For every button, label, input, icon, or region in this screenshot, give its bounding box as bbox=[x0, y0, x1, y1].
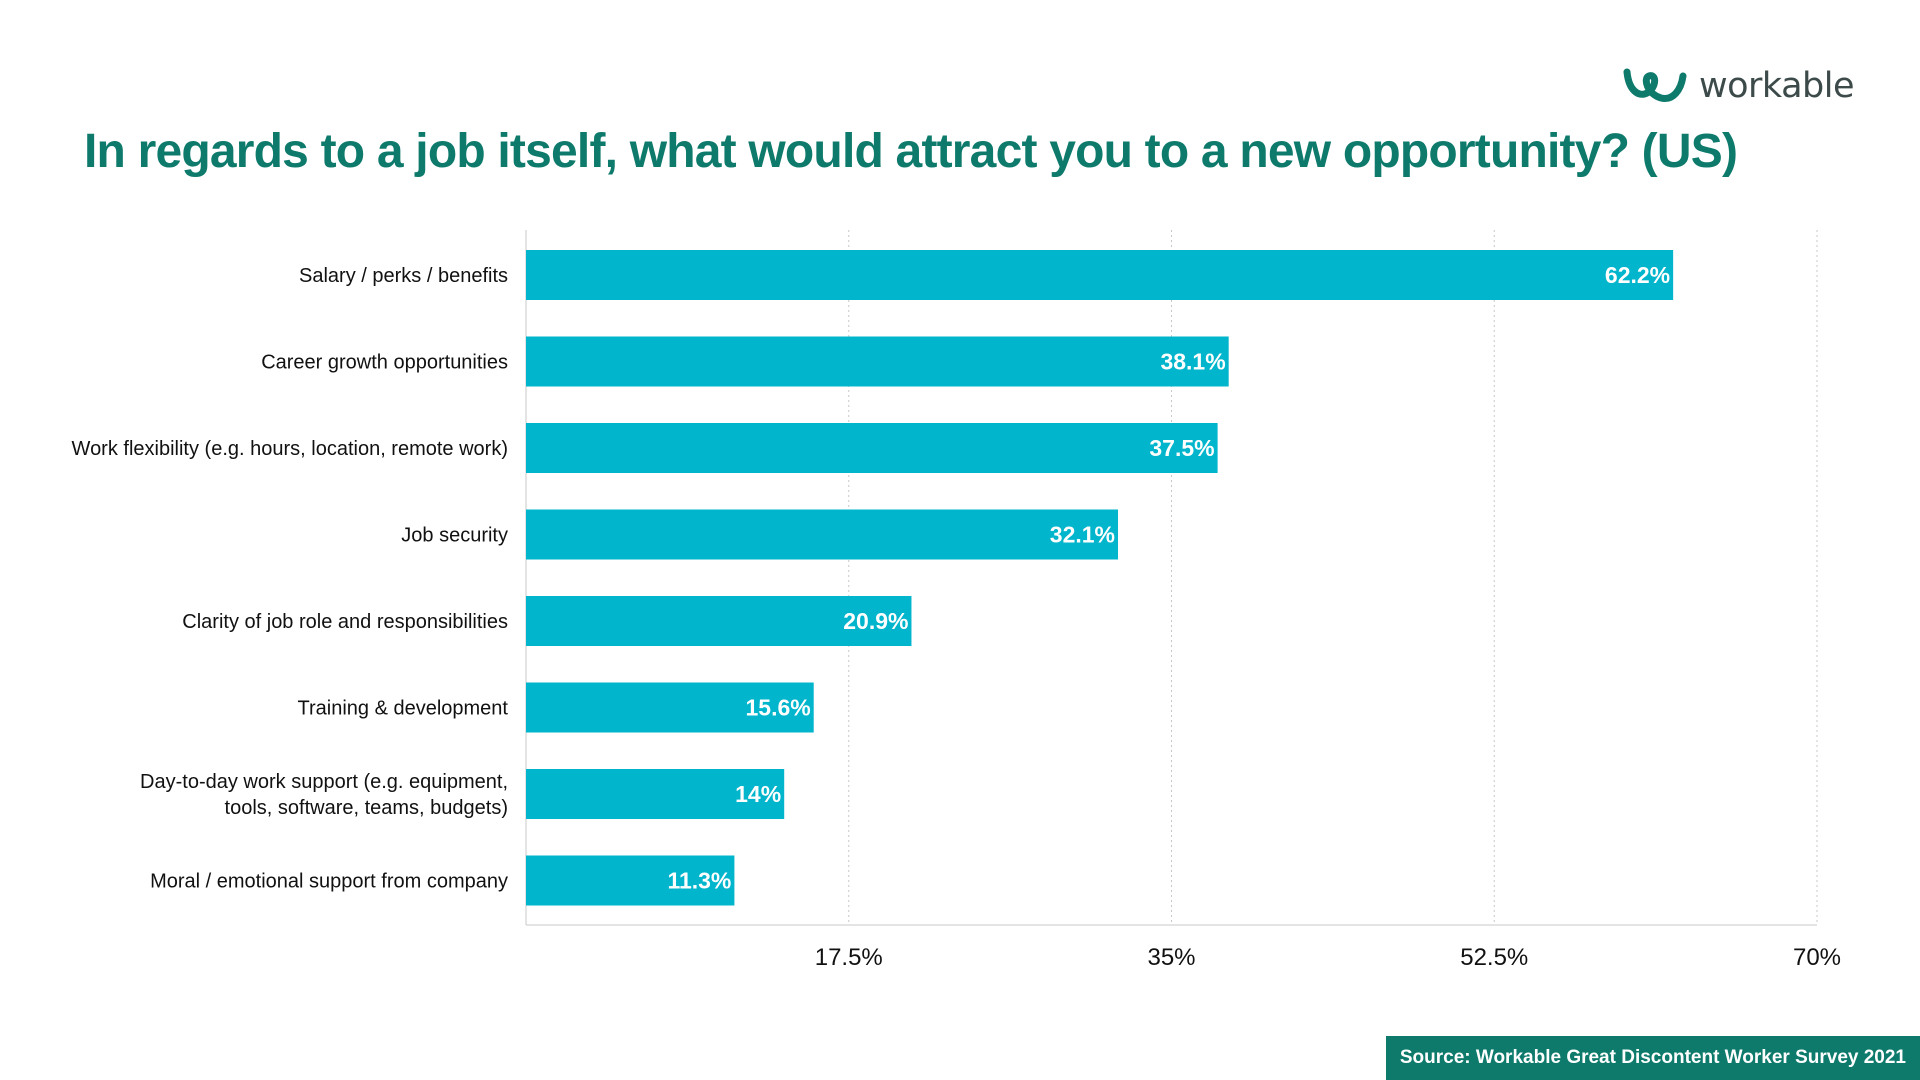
x-tick-label: 70% bbox=[1793, 944, 1841, 971]
chart-title: In regards to a job itself, what would a… bbox=[84, 125, 1738, 178]
category-label: Moral / emotional support from company bbox=[150, 871, 508, 893]
bar bbox=[526, 596, 912, 646]
bar-value-label: 11.3% bbox=[667, 868, 731, 894]
bar-value-label: 38.1% bbox=[1160, 349, 1225, 375]
bar bbox=[526, 423, 1218, 473]
category-label-line: Moral / emotional support from company bbox=[150, 871, 508, 893]
workable-logo: workable bbox=[1621, 64, 1855, 108]
category-label: Training & development bbox=[298, 698, 509, 720]
workable-logo-icon bbox=[1623, 68, 1687, 102]
category-label: Salary / perks / benefits bbox=[299, 265, 508, 287]
bar bbox=[526, 769, 785, 819]
category-label: Career growth opportunities bbox=[261, 352, 508, 374]
bar bbox=[526, 250, 1674, 300]
logo-text: workable bbox=[1698, 66, 1855, 106]
bar-value-label: 14% bbox=[735, 781, 781, 807]
ticks-layer: 17.5% 35% 52.5% 70% bbox=[815, 944, 1841, 971]
x-tick-label: 52.5% bbox=[1460, 944, 1528, 971]
category-label-line: Salary / perks / benefits bbox=[299, 265, 508, 287]
bar-value-label: 15.6% bbox=[745, 695, 810, 721]
category-label-line: Work flexibility (e.g. hours, location, … bbox=[72, 438, 508, 460]
category-label-line: tools, software, teams, budgets) bbox=[225, 797, 508, 819]
source-note: Source: Workable Great Discontent Worker… bbox=[1385, 1036, 1920, 1080]
x-tick-label: 17.5% bbox=[815, 944, 883, 971]
category-label-line: Job security bbox=[401, 525, 508, 547]
bar bbox=[526, 336, 1229, 387]
category-label-line: Clarity of job role and responsibilities bbox=[182, 611, 508, 633]
bar-value-label: 62.2% bbox=[1605, 262, 1670, 288]
labels-layer: 62.2% Salary / perks / benefits 38.1% Caree… bbox=[72, 262, 1671, 894]
category-label-line: Career growth opportunities bbox=[261, 352, 508, 374]
category-label-line: Day-to-day work support (e.g. equipment, bbox=[140, 771, 508, 793]
bar-value-label: 37.5% bbox=[1149, 435, 1214, 461]
bar-value-label: 20.9% bbox=[843, 608, 908, 634]
bars-layer bbox=[526, 250, 1674, 906]
x-tick-label: 35% bbox=[1147, 944, 1195, 971]
bar bbox=[526, 682, 814, 733]
category-label: Clarity of job role and responsibilities bbox=[182, 611, 508, 633]
bar bbox=[526, 855, 735, 906]
category-label: Work flexibility (e.g. hours, location, … bbox=[72, 438, 508, 460]
bar-chart: 62.2% Salary / perks / benefits 38.1% Caree… bbox=[72, 230, 1841, 971]
bar-value-label: 32.1% bbox=[1050, 522, 1115, 548]
category-label: Day-to-day work support (e.g. equipment,… bbox=[140, 771, 508, 819]
category-label: Job security bbox=[401, 525, 508, 547]
bar bbox=[526, 509, 1119, 560]
category-label-line: Training & development bbox=[298, 698, 509, 720]
grid-layer bbox=[525, 230, 1818, 926]
